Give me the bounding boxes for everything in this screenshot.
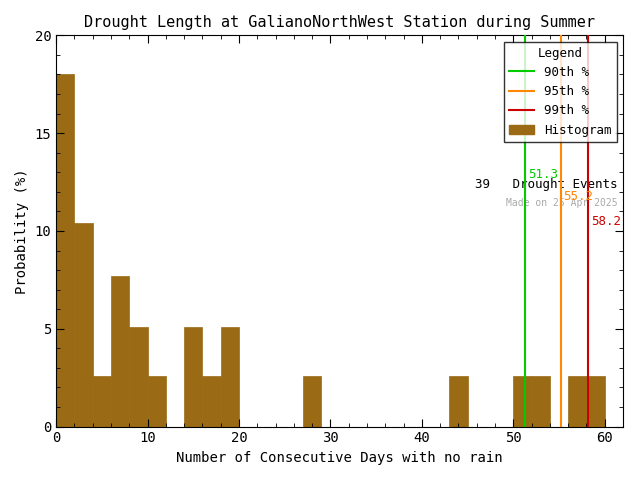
Title: Drought Length at GalianoNorthWest Station during Summer: Drought Length at GalianoNorthWest Stati… bbox=[84, 15, 595, 30]
Text: 39   Drought Events: 39 Drought Events bbox=[475, 178, 618, 191]
Bar bbox=[513, 376, 532, 427]
Bar bbox=[586, 376, 605, 427]
Bar bbox=[56, 74, 74, 427]
Bar bbox=[184, 327, 202, 427]
Bar bbox=[449, 376, 468, 427]
Bar bbox=[303, 376, 321, 427]
Bar bbox=[568, 376, 586, 427]
Text: 51.3: 51.3 bbox=[528, 168, 558, 181]
Y-axis label: Probability (%): Probability (%) bbox=[15, 168, 29, 294]
Bar bbox=[74, 223, 93, 427]
Bar bbox=[111, 276, 129, 427]
Bar bbox=[202, 376, 221, 427]
X-axis label: Number of Consecutive Days with no rain: Number of Consecutive Days with no rain bbox=[176, 451, 503, 465]
Bar bbox=[129, 327, 148, 427]
Bar bbox=[532, 376, 550, 427]
Bar bbox=[148, 376, 166, 427]
Legend: 90th %, 95th %, 99th %, Histogram: 90th %, 95th %, 99th %, Histogram bbox=[504, 42, 617, 142]
Text: 55.2: 55.2 bbox=[564, 190, 593, 203]
Text: Made on 25 Apr 2025: Made on 25 Apr 2025 bbox=[506, 198, 618, 208]
Text: 58.2: 58.2 bbox=[591, 216, 621, 228]
Bar bbox=[221, 327, 239, 427]
Bar bbox=[93, 376, 111, 427]
